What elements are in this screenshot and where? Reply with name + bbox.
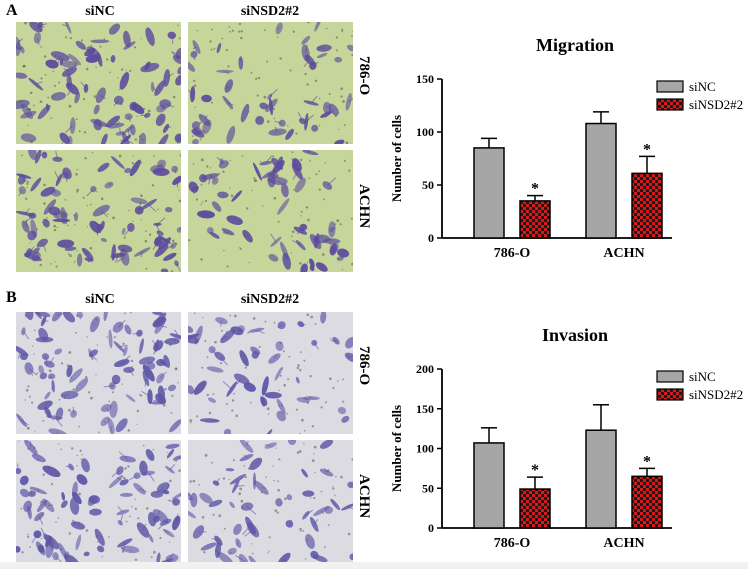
- legend-swatch: [656, 388, 684, 401]
- x-tick-label: ACHN: [603, 536, 644, 551]
- panel-b-column-sinc: siNC: [85, 292, 115, 307]
- migration-photo-achn-sinsd2: [188, 150, 353, 272]
- y-axis-label: Number of cells: [389, 115, 404, 202]
- y-tick-label: 200: [416, 362, 434, 376]
- significance-mark: *: [643, 141, 651, 158]
- significance-mark: *: [643, 453, 651, 470]
- y-tick-label: 0: [428, 231, 434, 245]
- panel-a-column-sinsd2: siNSD2#2: [240, 4, 300, 19]
- y-tick-label: 100: [416, 125, 434, 139]
- legend-swatch: [656, 370, 684, 383]
- invasion-photo-achn-sinc: [16, 440, 181, 562]
- chart-title: Invasion: [542, 325, 608, 345]
- panel-b-row-786o: 786-O: [356, 346, 372, 386]
- invasion-photo-786o-sinc: [16, 312, 181, 434]
- legend-label: siNC: [689, 79, 716, 94]
- migration-photo-achn-sinc: [16, 150, 181, 272]
- y-tick-label: 150: [416, 402, 434, 416]
- invasion-chart: Invasion Number of cells 0 50 100 150 200 * 786-…: [385, 320, 745, 565]
- significance-mark: *: [531, 181, 539, 198]
- invasion-photo-786o-sinsd2: [188, 312, 353, 434]
- x-tick-label: 786-O: [494, 536, 531, 551]
- y-tick-label: 50: [422, 481, 434, 495]
- legend-label: siNSD2#2: [689, 97, 743, 112]
- migration-photo-786o-sinc: [16, 22, 181, 144]
- panel-b-column-sinsd2: siNSD2#2: [240, 292, 300, 307]
- panel-a-column-sinc: siNC: [85, 4, 115, 19]
- migration-chart: Migration Number of cells 0 50 100 150 * 786-O *…: [385, 30, 745, 275]
- y-tick-label: 0: [428, 521, 434, 535]
- panel-a-label: A: [6, 2, 18, 19]
- migration-photo-786o-sinsd2: [188, 22, 353, 144]
- y-axis-label: Number of cells: [389, 405, 404, 492]
- bar: [631, 475, 663, 529]
- significance-mark: *: [531, 462, 539, 479]
- panel-b-label: B: [6, 289, 17, 306]
- y-tick-label: 100: [416, 442, 434, 456]
- bar: [519, 200, 551, 239]
- panel-a-row-786o: 786-O: [356, 56, 372, 96]
- legend-label: siNSD2#2: [689, 387, 743, 402]
- panel-a-row-achn: ACHN: [356, 184, 372, 229]
- chart-title: Migration: [536, 35, 614, 55]
- panel-b-row-achn: ACHN: [356, 474, 372, 519]
- invasion-photo-achn-sinsd2: [188, 440, 353, 562]
- bar: [631, 172, 663, 239]
- legend-label: siNC: [689, 369, 716, 384]
- y-tick-label: 50: [422, 178, 434, 192]
- y-tick-label: 150: [416, 72, 434, 86]
- bar: [519, 488, 551, 529]
- bar: [585, 122, 617, 239]
- x-tick-label: ACHN: [603, 246, 644, 261]
- bar: [473, 147, 505, 239]
- legend-swatch: [656, 80, 684, 93]
- bar: [585, 429, 617, 529]
- x-tick-label: 786-O: [494, 246, 531, 261]
- legend-swatch: [656, 98, 684, 111]
- bottom-strip: [0, 562, 748, 569]
- bar: [473, 442, 505, 529]
